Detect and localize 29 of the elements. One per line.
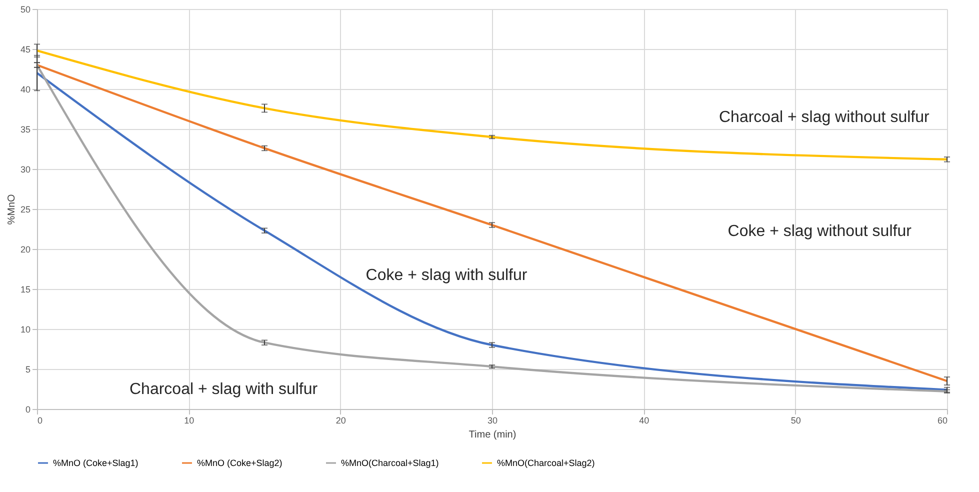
y-axis-title: %MnO (6, 194, 18, 225)
x-tick-label: 50 (790, 416, 801, 426)
y-tick-label: 35 (20, 124, 30, 134)
x-axis-title: Time (min) (468, 430, 516, 440)
line-series (36, 50, 948, 160)
annotation: Coke + slag without sulfur (728, 223, 912, 240)
annotation: Charcoal + slag with sulfur (130, 381, 318, 398)
y-tick-label: 30 (20, 164, 30, 174)
y-tick-label: 5 (25, 364, 30, 374)
x-tick-label: 60 (937, 416, 948, 426)
annotation: Charcoal + slag without sulfur (718, 109, 930, 126)
x-tick-label: 0 (38, 416, 43, 426)
x-tick-label: 40 (639, 416, 650, 426)
y-tick-label: 45 (20, 44, 30, 54)
x-tick-label: 10 (184, 416, 194, 426)
y-tick-label: 15 (20, 284, 30, 294)
annotation: Coke + slag with sulfur (366, 267, 528, 284)
y-tick-label: 25 (20, 204, 30, 214)
y-tick-label: 40 (20, 84, 30, 94)
x-tick-label: 30 (487, 416, 498, 426)
y-tick-label: 20 (20, 244, 30, 254)
y-tick-label: 10 (20, 324, 30, 334)
y-tick-label: 50 (20, 4, 30, 14)
x-tick-label: 20 (336, 416, 346, 426)
legend-label: %MnO(Charcoal+Slag2) (497, 458, 595, 468)
legend-label: %MnO(Charcoal+Slag1) (341, 458, 439, 468)
legend-label: %MnO (Coke+Slag1) (53, 458, 138, 468)
legend-label: %MnO (Coke+Slag2) (197, 458, 282, 468)
y-tick-label: 0 (25, 404, 30, 414)
